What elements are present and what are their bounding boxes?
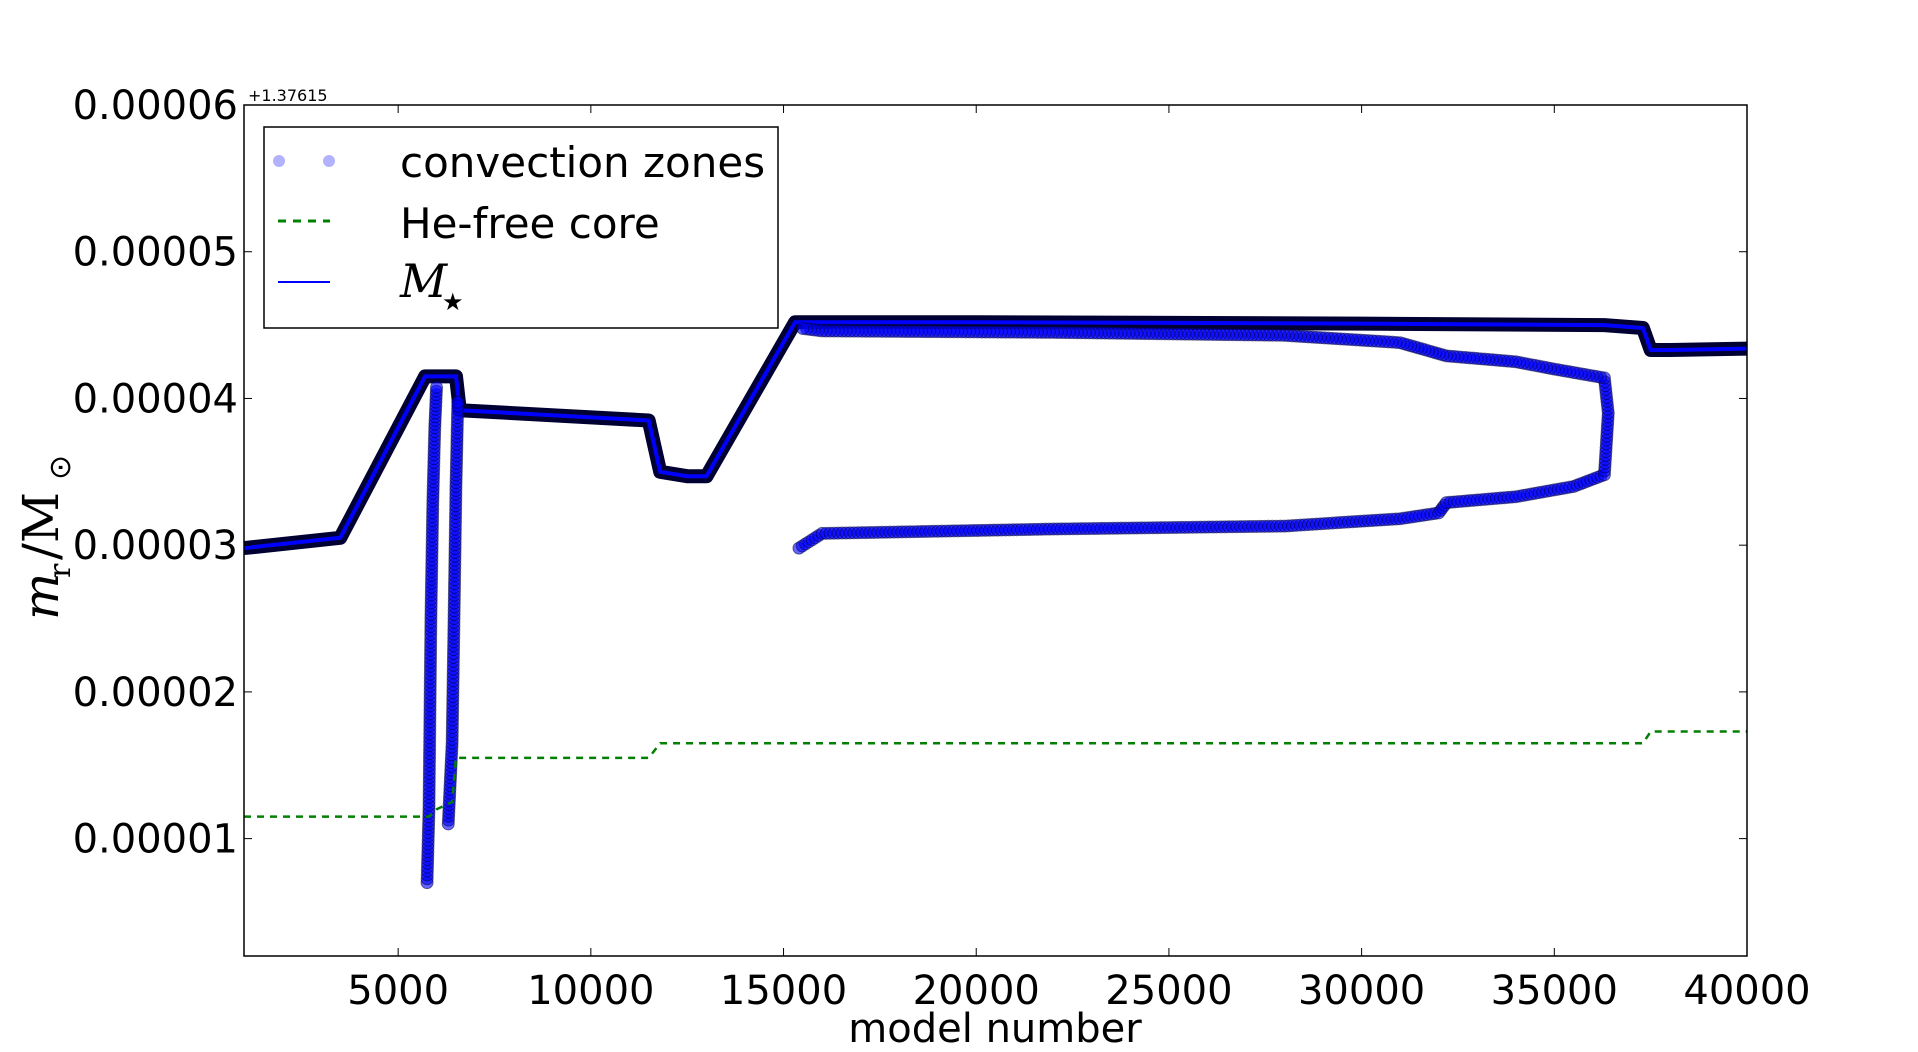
convection-zone-point bbox=[430, 380, 444, 394]
y-tick-label: 0.00006 bbox=[73, 83, 238, 129]
y-tick-label: 0.00004 bbox=[73, 376, 238, 422]
legend-label-conv: convection zones bbox=[400, 138, 765, 187]
y-tick-label: 0.00002 bbox=[73, 670, 238, 716]
offset-text: +1.37615 bbox=[248, 86, 328, 105]
y-tick-label: 0.00001 bbox=[73, 817, 238, 863]
legend-label-mstar: M bbox=[399, 254, 449, 308]
x-tick-label: 40000 bbox=[1683, 968, 1810, 1014]
y-label-sun: ⊙ bbox=[43, 455, 78, 480]
x-tick-label: 25000 bbox=[1105, 968, 1232, 1014]
legend-marker-conv bbox=[273, 155, 285, 167]
legend-marker-conv bbox=[323, 155, 335, 167]
x-tick-label: 5000 bbox=[347, 968, 449, 1014]
y-label-m: m bbox=[12, 573, 70, 620]
legend-label-star: ★ bbox=[442, 288, 464, 316]
x-tick-label: 35000 bbox=[1491, 968, 1618, 1014]
legend-label-he: He-free core bbox=[400, 199, 660, 248]
x-tick-label: 20000 bbox=[913, 968, 1040, 1014]
y-tick-label: 0.00003 bbox=[73, 523, 238, 569]
y-label-den: /M bbox=[12, 492, 70, 560]
x-tick-label: 30000 bbox=[1298, 968, 1425, 1014]
convection-zone-point bbox=[451, 395, 465, 409]
convection-band bbox=[243, 315, 1748, 556]
x-tick-label: 15000 bbox=[720, 968, 847, 1014]
legend: convection zones He-free core M ★ bbox=[263, 126, 779, 329]
y-axis-label: m r /M ⊙ bbox=[12, 455, 78, 620]
y-label-sub: r bbox=[43, 563, 78, 578]
y-tick-label: 0.00005 bbox=[73, 230, 238, 276]
mstar-line bbox=[243, 320, 1748, 551]
x-tick-label: 10000 bbox=[527, 968, 654, 1014]
axes-frame bbox=[243, 104, 1748, 957]
legend-frame bbox=[263, 126, 779, 329]
he-free-core-line bbox=[244, 730, 1747, 818]
convection-zone-point bbox=[796, 322, 810, 336]
x-axis-label: model number bbox=[848, 1006, 1142, 1052]
